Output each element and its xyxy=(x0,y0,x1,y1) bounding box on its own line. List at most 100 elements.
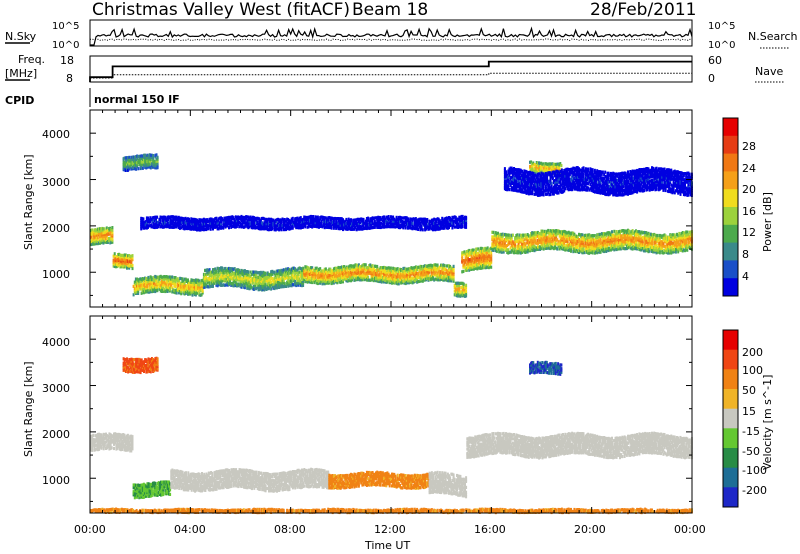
power-cell xyxy=(124,262,127,266)
power-cell xyxy=(411,268,414,272)
power-cell xyxy=(542,230,545,234)
power-cell xyxy=(255,270,258,274)
power-cell xyxy=(136,277,138,281)
power-cell xyxy=(130,260,133,265)
power-cell xyxy=(264,223,267,227)
power-cell xyxy=(217,267,220,271)
power-cell xyxy=(169,223,172,228)
power-cell xyxy=(547,231,550,235)
power-cell xyxy=(190,290,193,294)
power-cell xyxy=(525,246,528,250)
power-cell xyxy=(117,253,119,257)
power-cell xyxy=(161,215,164,219)
power-cell xyxy=(598,232,601,236)
power-cell xyxy=(336,223,339,227)
power-cell xyxy=(343,265,346,269)
power-cell xyxy=(316,225,319,229)
power-cell xyxy=(339,272,342,276)
power-cell xyxy=(620,229,623,233)
power-cell xyxy=(491,242,494,246)
power-cell xyxy=(217,272,220,277)
power-cell xyxy=(428,222,431,226)
power-cell xyxy=(408,271,411,275)
power-cell xyxy=(526,234,529,238)
power-cell xyxy=(131,256,134,260)
power-cell xyxy=(572,231,575,235)
power-cell xyxy=(90,234,92,238)
power-cell xyxy=(106,228,109,233)
power-cell xyxy=(416,222,419,226)
power-cell xyxy=(672,248,675,252)
power-cell xyxy=(411,217,414,221)
power-cell xyxy=(357,219,360,223)
power-cell xyxy=(149,289,152,293)
power-cell xyxy=(141,287,144,291)
power-cell xyxy=(120,265,123,269)
power-cell xyxy=(465,250,468,254)
power-cell xyxy=(633,243,636,247)
power-cell xyxy=(411,276,414,280)
power-cell xyxy=(476,254,479,258)
power-cell xyxy=(451,269,454,273)
power-cell xyxy=(645,248,648,252)
power-cell xyxy=(596,244,599,248)
power-cell xyxy=(198,218,201,222)
power-cell xyxy=(401,222,404,226)
power-cell xyxy=(507,237,510,241)
power-cell xyxy=(533,231,536,235)
power-cell xyxy=(220,224,222,229)
power-cell xyxy=(188,284,191,288)
power-cell xyxy=(425,276,428,280)
power-cell xyxy=(614,243,617,247)
power-cell xyxy=(156,281,159,285)
power-cell xyxy=(500,245,503,249)
power-cell xyxy=(647,234,650,238)
power-cell xyxy=(168,280,171,284)
power-cell xyxy=(213,271,216,275)
power-cell xyxy=(286,282,289,287)
power-cell xyxy=(430,268,433,272)
power-cell xyxy=(155,279,158,283)
freq-label-line1: Freq. xyxy=(18,53,45,66)
power-cell xyxy=(421,228,424,232)
power-cell xyxy=(207,268,210,273)
power-cell xyxy=(377,220,380,224)
power-cell xyxy=(601,245,604,249)
power-cell xyxy=(256,216,259,220)
power-cell xyxy=(532,244,535,248)
power-cell xyxy=(150,278,153,282)
power-cell xyxy=(348,275,351,279)
power-cell xyxy=(189,290,192,294)
power-cell xyxy=(166,275,169,279)
power-cell xyxy=(149,278,152,282)
power-cell xyxy=(459,281,462,285)
power-cell xyxy=(381,275,384,280)
power-cell xyxy=(547,235,550,239)
power-cell xyxy=(630,234,633,238)
power-cell xyxy=(534,231,537,235)
power-cell xyxy=(156,287,159,291)
power-cell xyxy=(493,237,496,242)
power-cell xyxy=(530,238,533,243)
power-cell xyxy=(167,221,170,225)
power-cell xyxy=(478,258,481,262)
power-cell xyxy=(679,238,682,243)
power-cell xyxy=(124,260,127,264)
power-cell xyxy=(425,268,428,272)
power-cell xyxy=(433,270,436,274)
power-cell xyxy=(324,220,327,224)
power-cell xyxy=(265,278,268,282)
power-cell xyxy=(188,221,191,225)
power-cell xyxy=(263,288,266,292)
power-cell xyxy=(196,287,199,291)
power-cell xyxy=(593,234,596,238)
power-cell xyxy=(612,247,615,251)
power-cell xyxy=(581,246,584,250)
power-cell xyxy=(590,250,593,255)
power-cell xyxy=(671,243,674,247)
power-cell xyxy=(580,239,583,243)
power-cell xyxy=(257,277,260,282)
power-cell xyxy=(340,274,343,278)
power-cell xyxy=(519,244,522,249)
power-cell xyxy=(515,234,518,238)
